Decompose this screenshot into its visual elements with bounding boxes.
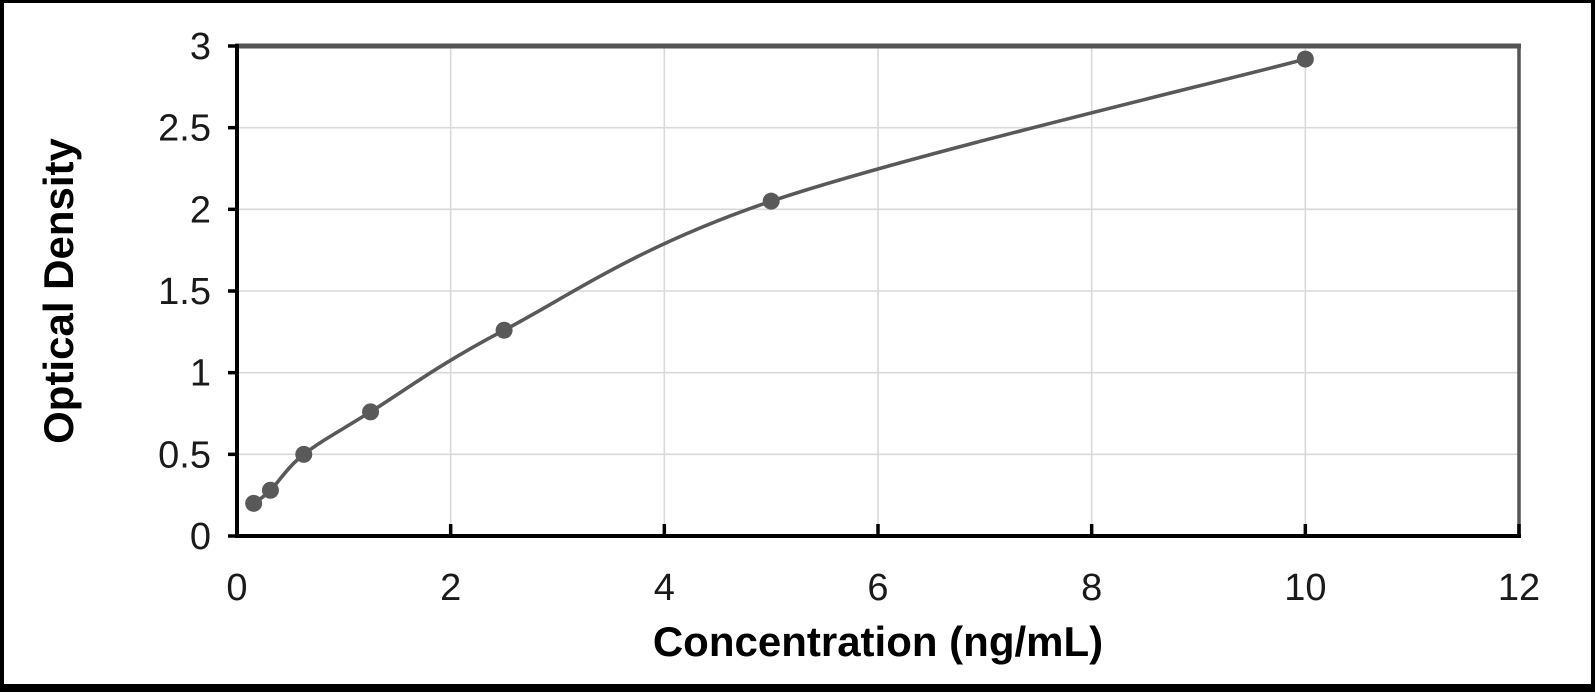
standard-curve-chart: 0 0.5 1 1.5 2 2.5 3 0 2 4 6 8 10 12 Optical Density C… bbox=[4, 3, 1591, 684]
y-axis-title-text: Optical Density bbox=[35, 138, 82, 444]
x-tick-label: 8 bbox=[1081, 567, 1102, 609]
data-point-marker bbox=[245, 494, 263, 512]
x-axis-title: Concentration (ng/mL) bbox=[652, 618, 1104, 665]
y-tick-label: 2 bbox=[190, 189, 211, 231]
y-tick-label: 3 bbox=[190, 26, 211, 68]
data-point-marker bbox=[762, 192, 780, 210]
data-point-marker bbox=[495, 321, 513, 339]
data-point-marker bbox=[362, 403, 380, 421]
x-tick-label: 12 bbox=[1498, 567, 1540, 609]
y-tick-label: 0 bbox=[190, 516, 211, 558]
y-tick-label: 0.5 bbox=[158, 434, 211, 476]
x-tick-label: 10 bbox=[1284, 567, 1326, 609]
y-tick-label: 1 bbox=[190, 353, 211, 395]
data-point-marker bbox=[1296, 50, 1314, 68]
standard-curve-line bbox=[251, 57, 1308, 506]
data-point-marker bbox=[295, 445, 313, 463]
x-tick-label: 6 bbox=[867, 567, 888, 609]
plot-svg: 0 0.5 1 1.5 2 2.5 3 0 2 4 6 8 10 12 bbox=[158, 26, 1540, 609]
x-tick-label: 4 bbox=[654, 567, 675, 609]
data-point-marker bbox=[261, 481, 279, 499]
x-tick-label: 0 bbox=[226, 567, 247, 609]
x-tick-label: 2 bbox=[440, 567, 461, 609]
y-tick-label: 2.5 bbox=[158, 108, 211, 150]
y-tick-label: 1.5 bbox=[158, 271, 211, 313]
